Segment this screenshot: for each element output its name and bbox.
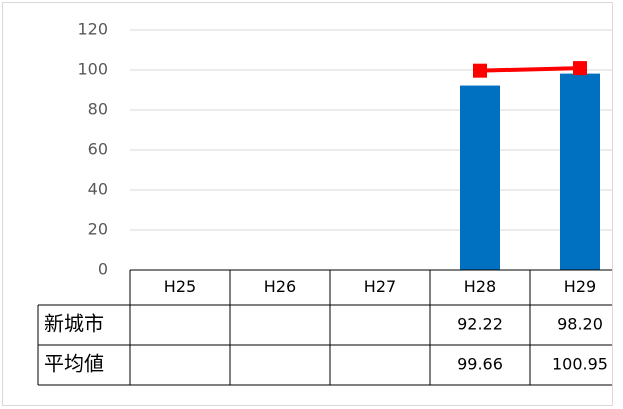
y-tick-label: 120 <box>77 20 108 39</box>
x-tick-label: H28 <box>464 277 496 296</box>
y-tick-label: 60 <box>88 140 108 159</box>
legend-label: 平均値 <box>44 352 104 376</box>
table-value: 100.95 <box>552 355 608 374</box>
table-value: 98.20 <box>557 315 603 334</box>
marker <box>473 63 487 78</box>
marker <box>573 61 587 76</box>
y-tick-label: 0 <box>98 260 108 279</box>
y-tick-label: 80 <box>88 100 108 119</box>
bar <box>460 85 500 270</box>
x-tick-label: H29 <box>564 277 596 296</box>
x-tick-label: H26 <box>264 277 296 296</box>
y-tick-label: 20 <box>88 220 108 239</box>
table-value: 92.22 <box>457 315 503 334</box>
x-tick-label: H25 <box>164 277 196 296</box>
bar <box>560 73 600 270</box>
y-tick-label: 100 <box>77 60 108 79</box>
x-tick-label: H27 <box>364 277 396 296</box>
legend-label: 新城市 <box>44 312 104 336</box>
table-value: 99.66 <box>457 355 503 374</box>
line <box>479 66 581 73</box>
y-tick-label: 40 <box>88 180 108 199</box>
